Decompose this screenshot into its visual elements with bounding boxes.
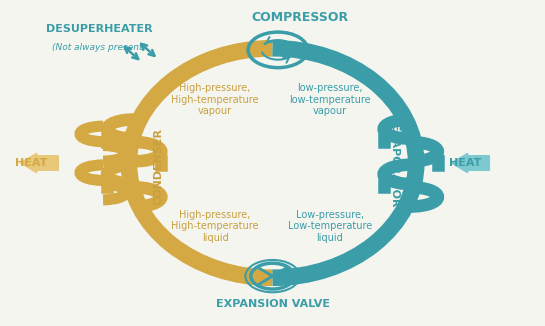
Text: Low-pressure,
Low-temperature
liquid: Low-pressure, Low-temperature liquid: [288, 210, 372, 243]
FancyArrow shape: [20, 153, 58, 173]
Text: High-pressure,
High-temperature
liquid: High-pressure, High-temperature liquid: [171, 210, 259, 243]
Text: low-pressure,
low-temperature
vapour: low-pressure, low-temperature vapour: [289, 83, 371, 116]
Text: (Not always present): (Not always present): [52, 43, 146, 52]
Text: HEAT: HEAT: [449, 158, 481, 168]
Text: High-pressure,
High-temperature
vapour: High-pressure, High-temperature vapour: [171, 83, 259, 116]
Text: CONDENSER: CONDENSER: [154, 128, 164, 205]
Text: COMPRESSOR: COMPRESSOR: [251, 11, 348, 24]
Text: HEAT: HEAT: [15, 158, 47, 168]
Text: DESUPERHEATER: DESUPERHEATER: [46, 24, 152, 34]
FancyArrow shape: [451, 153, 489, 173]
Text: EXPANSION VALVE: EXPANSION VALVE: [215, 299, 330, 309]
Text: EVAPORATOR: EVAPORATOR: [390, 125, 399, 208]
